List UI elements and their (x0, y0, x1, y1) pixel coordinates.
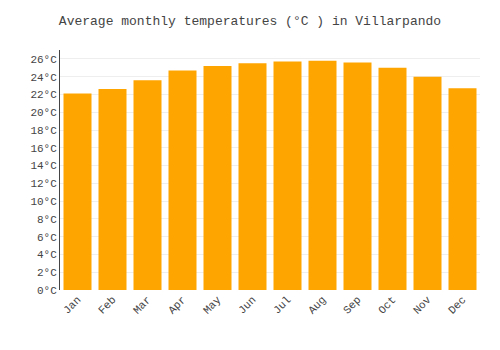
svg-text:Jan: Jan (61, 294, 83, 316)
svg-text:Jul: Jul (271, 294, 293, 316)
svg-text:26°C: 26°C (30, 54, 57, 66)
svg-text:2°C: 2°C (37, 267, 57, 279)
svg-text:May: May (201, 294, 224, 317)
svg-text:Oct: Oct (376, 294, 398, 316)
svg-text:Feb: Feb (96, 294, 118, 316)
svg-text:16°C: 16°C (30, 143, 57, 155)
svg-text:Dec: Dec (446, 294, 468, 316)
svg-text:4°C: 4°C (37, 249, 57, 261)
svg-text:Jun: Jun (236, 294, 258, 316)
svg-text:6°C: 6°C (37, 232, 57, 244)
svg-text:0°C: 0°C (37, 285, 57, 297)
svg-text:Average monthly temperatures (: Average monthly temperatures (°C ) in Vi… (59, 14, 441, 29)
svg-text:Aug: Aug (306, 294, 328, 316)
svg-text:20°C: 20°C (30, 107, 57, 119)
svg-text:Sep: Sep (341, 294, 363, 316)
svg-text:14°C: 14°C (30, 160, 57, 172)
svg-text:Apr: Apr (166, 294, 188, 316)
svg-text:Mar: Mar (131, 294, 153, 316)
svg-text:Nov: Nov (411, 294, 434, 317)
svg-text:18°C: 18°C (30, 125, 57, 137)
svg-text:12°C: 12°C (30, 178, 57, 190)
svg-text:8°C: 8°C (37, 214, 57, 226)
svg-text:22°C: 22°C (30, 89, 57, 101)
svg-text:24°C: 24°C (30, 72, 57, 84)
svg-text:10°C: 10°C (30, 196, 57, 208)
